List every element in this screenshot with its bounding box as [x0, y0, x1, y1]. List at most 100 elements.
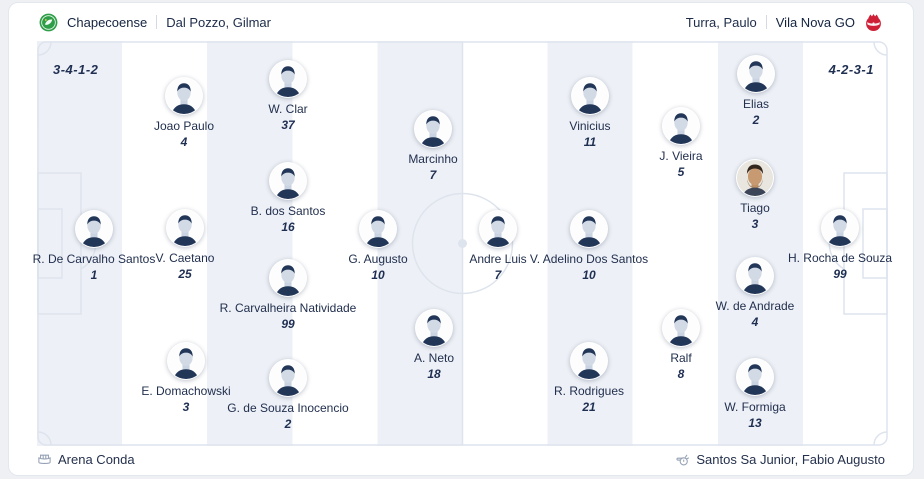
venue-info: Arena Conda: [37, 452, 135, 467]
away-team-header: Turra, Paulo Vila Nova GO: [686, 13, 883, 32]
player-photo-avatar[interactable]: [736, 159, 774, 197]
player-avatar[interactable]: [662, 309, 700, 347]
away-formation-label: 4-2-3-1: [828, 62, 874, 77]
player-name: H. Rocha de Souza: [787, 251, 893, 265]
player-number: 8: [677, 367, 685, 381]
player-home-37[interactable]: W. Clar 37: [208, 60, 368, 134]
player-number: 13: [748, 416, 762, 430]
player-number: 2: [284, 417, 292, 431]
venue-name: Arena Conda: [58, 452, 135, 467]
player-home-16[interactable]: B. dos Santos 16: [208, 162, 368, 236]
player-name: Elias: [742, 97, 769, 111]
player-avatar[interactable]: [737, 55, 775, 93]
player-number: 25: [178, 267, 192, 281]
player-name: V. Adelino Dos Santos: [529, 252, 649, 266]
stadium-icon: [37, 452, 52, 467]
player-name: A. Neto: [413, 351, 455, 365]
player-avatar[interactable]: [269, 359, 307, 397]
player-number: 5: [677, 165, 685, 179]
player-home-10[interactable]: G. Augusto 10: [298, 210, 458, 284]
player-avatar[interactable]: [269, 259, 307, 297]
player-avatar[interactable]: [662, 107, 700, 145]
away-coach-name[interactable]: Turra, Paulo: [685, 14, 757, 30]
player-avatar[interactable]: [75, 210, 113, 248]
player-number: 7: [429, 168, 437, 182]
player-avatar[interactable]: [269, 60, 307, 98]
player-name: W. Clar: [268, 102, 308, 116]
player-away-3[interactable]: Tiago 3: [675, 159, 835, 233]
away-team-logo-icon[interactable]: [864, 13, 883, 32]
player-number: 7: [494, 268, 502, 282]
player-number: 21: [582, 400, 596, 414]
player-name: B. dos Santos: [250, 204, 326, 218]
player-number: 3: [182, 400, 190, 414]
player-name: R. Rodrigues: [553, 384, 625, 398]
player-number: 99: [833, 267, 847, 281]
player-avatar[interactable]: [269, 162, 307, 200]
home-team-name[interactable]: Chapecoense: [67, 14, 148, 30]
player-away-10[interactable]: V. Adelino Dos Santos 10: [509, 210, 669, 284]
player-away-7[interactable]: Andre Luis 7: [418, 210, 578, 284]
player-name: J. Vieira: [659, 149, 703, 163]
away-team-name[interactable]: Vila Nova GO: [775, 14, 855, 30]
player-home-2[interactable]: G. de Souza Inocencio 2: [208, 359, 368, 433]
player-number: 37: [281, 118, 295, 132]
player-avatar[interactable]: [479, 210, 517, 248]
player-avatar[interactable]: [167, 342, 205, 380]
header-divider: [156, 15, 158, 29]
player-number: 18: [427, 367, 441, 381]
player-avatar[interactable]: [165, 77, 203, 115]
player-away-5[interactable]: J. Vieira 5: [601, 107, 761, 181]
player-name: Andre Luis: [469, 252, 527, 266]
lineups-footer: Arena Conda Santos Sa Junior, Fabio Augu…: [9, 444, 913, 475]
player-avatar[interactable]: [415, 309, 453, 347]
player-away-13[interactable]: W. Formiga 13: [675, 358, 835, 432]
player-number: 4: [751, 315, 759, 329]
center-spot: [458, 239, 467, 248]
player-away-11[interactable]: Vinicius 11: [510, 77, 670, 151]
player-away-8[interactable]: Ralf 8: [601, 309, 761, 383]
home-team-header: Chapecoense Dal Pozzo, Gilmar: [39, 13, 271, 32]
player-avatar[interactable]: [570, 342, 608, 380]
player-name: Vinicius: [569, 119, 611, 133]
home-coach-name[interactable]: Dal Pozzo, Gilmar: [166, 14, 271, 30]
player-avatar[interactable]: [414, 110, 452, 148]
player-home-1[interactable]: R. De Carvalho Santos 1: [14, 210, 174, 284]
player-name: Ralf: [670, 351, 692, 365]
referee-info: Santos Sa Junior, Fabio Augusto: [675, 452, 885, 467]
whistle-icon: [675, 452, 690, 467]
home-formation-label: 3-4-1-2: [53, 62, 99, 77]
player-away-99[interactable]: H. Rocha de Souza 99: [760, 209, 913, 283]
player-name: W. de Andrade: [715, 299, 795, 313]
player-avatar[interactable]: [821, 209, 859, 247]
player-avatar[interactable]: [166, 209, 204, 247]
lineups-header: Chapecoense Dal Pozzo, Gilmar Turra, Pau…: [9, 3, 913, 41]
player-away-4[interactable]: W. de Andrade 4: [675, 257, 835, 331]
player-number: 10: [371, 268, 385, 282]
player-number: 16: [281, 220, 295, 234]
player-home-7[interactable]: Marcinho 7: [353, 110, 513, 184]
player-number: 4: [180, 135, 188, 149]
home-team-logo-icon[interactable]: [39, 13, 58, 32]
player-home-3[interactable]: E. Domachowski 3: [106, 342, 266, 416]
player-home-99[interactable]: R. Carvalheira Natividade 99: [208, 259, 368, 333]
player-avatar[interactable]: [359, 210, 397, 248]
player-home-18[interactable]: A. Neto 18: [354, 309, 514, 383]
player-home-25[interactable]: V. Caetano 25: [105, 209, 265, 283]
player-name: E. Domachowski: [141, 384, 231, 398]
pitch: 3-4-1-2 4-2-3-1 R. De Carvalho Santos 1 Jo…: [33, 41, 892, 446]
player-home-4[interactable]: Joao Paulo 4: [104, 77, 264, 151]
player-avatar[interactable]: [736, 257, 774, 295]
referee-name: Santos Sa Junior, Fabio Augusto: [696, 452, 885, 467]
player-away-21[interactable]: R. Rodrigues 21: [509, 342, 669, 416]
player-number: 99: [281, 317, 295, 331]
player-name: Marcinho: [408, 152, 458, 166]
player-avatar[interactable]: [571, 77, 609, 115]
player-number: 10: [582, 268, 596, 282]
player-avatar[interactable]: [570, 210, 608, 248]
player-avatar[interactable]: [736, 358, 774, 396]
player-name: Tiago: [740, 201, 770, 215]
player-name: R. Carvalheira Natividade: [219, 301, 357, 315]
player-name: G. de Souza Inocencio: [227, 401, 349, 415]
player-away-2[interactable]: Elias 2: [676, 55, 836, 129]
